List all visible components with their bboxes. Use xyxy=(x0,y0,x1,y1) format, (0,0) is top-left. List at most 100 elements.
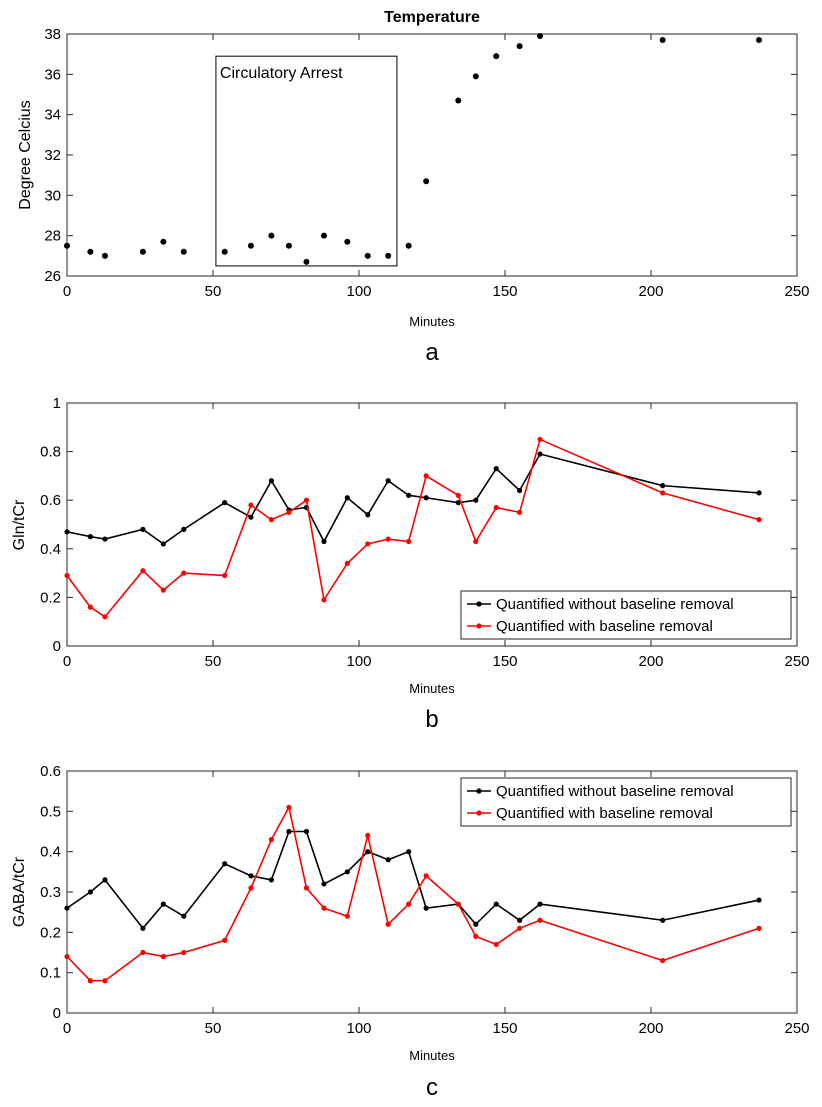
legend-box xyxy=(460,590,792,640)
y-tick-label: 34 xyxy=(44,107,61,124)
data-point xyxy=(180,248,187,255)
x-tick-label: 250 xyxy=(784,1020,809,1037)
data-point xyxy=(268,517,274,523)
x-tick-label: 0 xyxy=(63,1020,71,1037)
data-point xyxy=(756,490,762,496)
x-axis-label: Minutes xyxy=(409,681,455,696)
data-point xyxy=(321,905,327,911)
data-point xyxy=(756,37,763,44)
x-tick-label: 0 xyxy=(63,653,71,670)
y-tick-label: 0.4 xyxy=(40,541,61,558)
data-point xyxy=(455,97,462,104)
data-point xyxy=(385,252,392,259)
x-tick-label: 150 xyxy=(492,1020,517,1037)
data-point xyxy=(248,502,254,508)
data-point xyxy=(160,238,167,245)
data-point xyxy=(140,949,146,956)
data-point xyxy=(493,901,499,907)
data-point xyxy=(285,242,292,249)
legend-marker xyxy=(476,810,482,816)
data-point xyxy=(473,921,479,927)
x-tick-label: 50 xyxy=(205,283,222,300)
data-point xyxy=(406,492,412,498)
panel-label: c xyxy=(426,1074,438,1101)
data-point xyxy=(321,597,327,603)
y-tick-label: 38 xyxy=(44,26,61,43)
data-point xyxy=(102,614,108,620)
data-point xyxy=(268,877,274,883)
x-tick-label: 50 xyxy=(205,1020,222,1037)
chart-title: Temperature xyxy=(384,9,480,26)
data-point xyxy=(423,905,429,911)
data-point xyxy=(321,881,327,887)
data-point xyxy=(140,925,146,931)
data-point xyxy=(406,538,412,545)
y-tick-label: 0.8 xyxy=(40,444,61,461)
data-point xyxy=(222,572,228,579)
data-point xyxy=(659,37,666,44)
data-point xyxy=(516,43,523,50)
y-tick-label: 0.6 xyxy=(40,763,61,780)
legend-marker xyxy=(476,601,482,607)
data-point xyxy=(493,53,500,60)
data-point xyxy=(64,572,70,579)
data-point xyxy=(455,500,461,506)
data-point xyxy=(344,238,351,245)
y-tick-label: 30 xyxy=(44,187,61,204)
data-point xyxy=(248,885,254,891)
data-point xyxy=(423,178,430,185)
data-point xyxy=(660,917,666,923)
data-point xyxy=(344,913,350,919)
data-point xyxy=(344,560,350,566)
data-point xyxy=(493,941,499,948)
data-point xyxy=(303,828,310,835)
series-with-baseline xyxy=(64,436,762,620)
series-line xyxy=(66,830,760,930)
legend-entry: Quantified without baseline removal xyxy=(496,596,734,613)
y-tick-label: 0.5 xyxy=(40,803,61,820)
axes-frame xyxy=(66,402,798,647)
x-tick-label: 100 xyxy=(346,653,371,670)
data-point xyxy=(385,857,391,863)
data-point xyxy=(160,901,166,907)
x-tick-label: 100 xyxy=(346,1020,371,1037)
data-point xyxy=(344,869,350,875)
y-tick-label: 0 xyxy=(53,638,61,655)
data-point xyxy=(405,242,412,249)
data-point xyxy=(660,957,666,964)
data-point xyxy=(87,248,94,255)
y-tick-label: 0.3 xyxy=(40,884,61,901)
x-tick-label: 200 xyxy=(638,283,663,300)
x-tick-label: 150 xyxy=(492,653,517,670)
y-tick-label: 36 xyxy=(44,66,61,83)
data-point xyxy=(473,538,479,545)
legend-marker xyxy=(476,788,482,794)
y-axis-label: Gln/tCr xyxy=(11,499,28,550)
x-tick-label: 0 xyxy=(63,283,71,300)
data-point xyxy=(455,901,461,907)
data-point xyxy=(537,436,543,443)
legend: Quantified without baseline removal Quant… xyxy=(460,590,792,640)
data-point xyxy=(756,517,762,523)
data-point xyxy=(537,917,543,923)
data-point xyxy=(472,73,479,80)
data-point xyxy=(102,536,108,542)
data-point xyxy=(181,526,187,532)
data-point xyxy=(221,248,228,255)
x-tick-label: 200 xyxy=(638,1020,663,1037)
x-axis-label: Minutes xyxy=(409,1048,455,1063)
x-tick-label: 150 xyxy=(492,283,517,300)
panel-c-gaba: Minutes GABA/tCr c 0 50 100 150 200 250 0 0.1 0.… xyxy=(11,763,810,1101)
data-point xyxy=(87,889,93,895)
data-point xyxy=(139,248,146,255)
y-tick-label: 0.4 xyxy=(40,844,61,861)
data-point xyxy=(321,538,327,545)
data-point xyxy=(344,495,350,501)
y-tick-label: 26 xyxy=(44,268,61,285)
y-tick-label: 0.2 xyxy=(40,924,61,941)
legend-box xyxy=(460,777,792,827)
legend-marker xyxy=(476,623,482,629)
panel-label: b xyxy=(425,706,438,733)
y-tick-label: 0.1 xyxy=(40,965,61,982)
